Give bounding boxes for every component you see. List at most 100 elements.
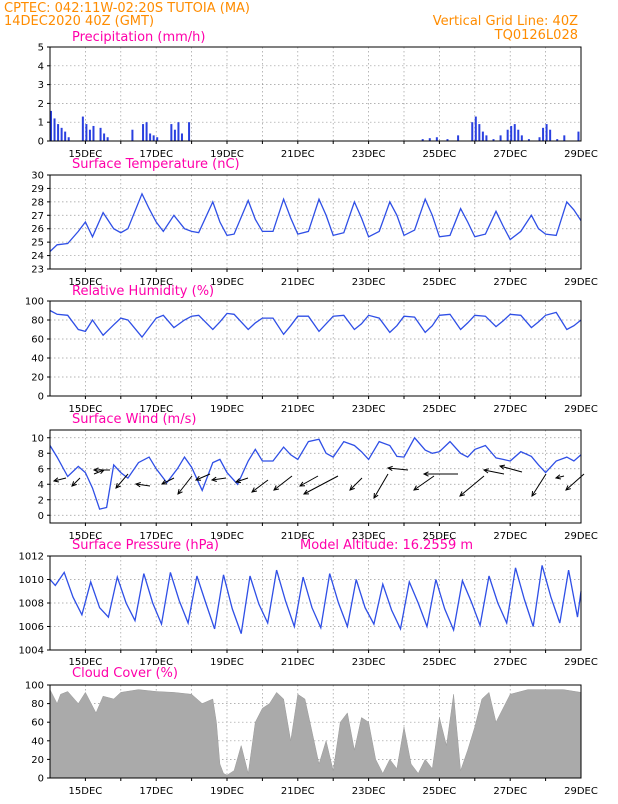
precip-bar bbox=[471, 122, 474, 141]
wind-arrow bbox=[93, 469, 105, 475]
x-tick-label: 29DEC bbox=[564, 786, 598, 797]
y-tick-label: 40 bbox=[31, 736, 44, 747]
x-tick-label: 29DEC bbox=[564, 149, 598, 160]
y-tick-label: 3 bbox=[38, 80, 44, 91]
panel-frame bbox=[49, 300, 582, 397]
wind-arrowhead bbox=[498, 464, 506, 470]
x-tick-label: 23DEC bbox=[352, 149, 386, 160]
x-tick-label: 29DEC bbox=[564, 404, 598, 415]
x-tick-label: 21DEC bbox=[281, 531, 315, 542]
panel-4: 1004 1006 1008 1010 1012 15DEC 17DEC 19DEC 21DEC… bbox=[19, 538, 598, 668]
series-line bbox=[49, 192, 582, 252]
precip-bar bbox=[188, 122, 191, 141]
precip-bar bbox=[499, 135, 502, 141]
precip-bar bbox=[527, 139, 530, 141]
precip-bar bbox=[577, 131, 580, 141]
x-tick-label: 15DEC bbox=[69, 531, 103, 542]
header-code: TQ0126L028 bbox=[494, 28, 578, 43]
x-tick-label: 21DEC bbox=[281, 277, 315, 288]
wind-arrow bbox=[71, 477, 81, 487]
precip-bar bbox=[156, 137, 159, 141]
y-tick-label: 1006 bbox=[19, 622, 44, 633]
wind-arrow bbox=[273, 475, 293, 491]
precip-bar bbox=[57, 124, 60, 141]
x-tick-label: 25DEC bbox=[423, 786, 457, 797]
precip-bar bbox=[478, 124, 481, 141]
x-tick-label: 15DEC bbox=[69, 149, 103, 160]
precip-bar bbox=[131, 129, 134, 141]
panel-title: Surface Temperature (nC) bbox=[72, 157, 240, 172]
precip-bar bbox=[149, 133, 152, 141]
y-tick-label: 1008 bbox=[19, 599, 44, 610]
wind-arrowhead bbox=[160, 479, 168, 485]
x-tick-label: 17DEC bbox=[139, 786, 173, 797]
wind-arrowhead bbox=[302, 489, 310, 495]
y-tick-label: 30 bbox=[31, 171, 44, 182]
precip-bar bbox=[556, 139, 559, 141]
precip-bar bbox=[485, 135, 488, 141]
wind-arrow bbox=[531, 473, 547, 497]
wind-arrowhead bbox=[531, 490, 537, 497]
y-tick-label: 25 bbox=[31, 238, 44, 249]
wind-arrow bbox=[115, 473, 129, 489]
wind-arrowhead bbox=[92, 467, 99, 473]
wind-arrowhead bbox=[459, 491, 465, 497]
x-tick-label: 29DEC bbox=[564, 657, 598, 668]
wind-arrowhead bbox=[554, 474, 561, 480]
wind-arrowhead bbox=[386, 465, 393, 472]
y-tick-label: 20 bbox=[31, 755, 44, 766]
wind-arrow bbox=[211, 477, 227, 481]
x-tick-label: 21DEC bbox=[281, 657, 315, 668]
precip-bar bbox=[88, 129, 91, 141]
precip-bar bbox=[145, 122, 148, 141]
wind-arrowhead bbox=[194, 475, 202, 481]
x-tick-label: 15DEC bbox=[69, 657, 103, 668]
wind-arrowhead bbox=[422, 471, 429, 477]
panel-frame bbox=[49, 429, 582, 524]
x-tick-label: 23DEC bbox=[352, 531, 386, 542]
y-tick-label: 80 bbox=[31, 699, 44, 710]
x-tick-label: 21DEC bbox=[281, 149, 315, 160]
panel-0: 0 1 2 3 4 5 15DEC 17DEC 19DEC 21DEC 23DEC 25DEC 27DE… bbox=[38, 30, 598, 160]
x-tick-label: 23DEC bbox=[352, 404, 386, 415]
precip-bar bbox=[177, 122, 180, 141]
wind-arrowhead bbox=[134, 482, 141, 488]
x-tick-label: 25DEC bbox=[423, 657, 457, 668]
y-tick-label: 23 bbox=[31, 265, 44, 276]
y-tick-label: 40 bbox=[31, 354, 44, 365]
wind-arrowhead bbox=[565, 485, 571, 491]
panel-frame bbox=[49, 174, 582, 270]
x-tick-label: 19DEC bbox=[210, 657, 244, 668]
precip-bar bbox=[563, 135, 566, 141]
panel-1: 23 24 25 26 27 28 29 30 15DEC 17DEC 19DEC 21DEC 23DE… bbox=[31, 157, 598, 288]
wind-arrow bbox=[251, 479, 269, 493]
precip-bar bbox=[513, 124, 516, 141]
panel-title: Cloud Cover (%) bbox=[72, 666, 178, 681]
x-tick-label: 25DEC bbox=[423, 149, 457, 160]
precip-bar bbox=[60, 127, 63, 141]
wind-arrowhead bbox=[71, 481, 77, 487]
y-tick-label: 4 bbox=[38, 480, 44, 491]
wind-arrow bbox=[303, 475, 339, 495]
x-tick-label: 17DEC bbox=[139, 277, 173, 288]
precip-bar bbox=[173, 129, 176, 141]
x-tick-label: 29DEC bbox=[564, 531, 598, 542]
y-tick-label: 5 bbox=[38, 43, 44, 54]
wind-arrow bbox=[53, 477, 67, 482]
precip-bar bbox=[152, 135, 155, 141]
precip-bar bbox=[538, 137, 541, 141]
y-tick-label: 0 bbox=[38, 774, 44, 785]
precip-bar bbox=[92, 125, 95, 141]
y-tick-label: 10 bbox=[31, 433, 44, 444]
precip-bar bbox=[510, 125, 513, 141]
y-tick-label: 100 bbox=[25, 681, 44, 692]
x-tick-label: 19DEC bbox=[210, 786, 244, 797]
wind-arrow bbox=[235, 477, 249, 483]
cloud-area bbox=[49, 689, 582, 779]
x-tick-label: 25DEC bbox=[423, 404, 457, 415]
wind-arrow bbox=[299, 475, 319, 487]
x-tick-label: 27DEC bbox=[493, 149, 527, 160]
x-tick-label: 17DEC bbox=[139, 404, 173, 415]
y-tick-label: 26 bbox=[31, 224, 44, 235]
